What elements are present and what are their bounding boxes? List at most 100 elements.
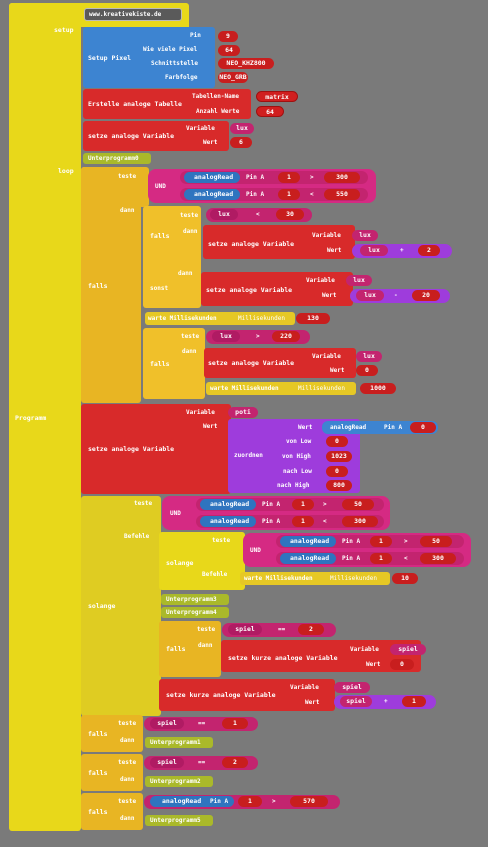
create-table-block[interactable]: [83, 89, 251, 119]
if1-p1[interactable]: 1: [278, 172, 300, 183]
if2-v[interactable]: 30: [276, 209, 304, 220]
if3-val[interactable]: 0: [356, 365, 378, 376]
set-spiel-block[interactable]: [159, 679, 335, 711]
if3-lux[interactable]: lux: [212, 331, 240, 342]
if5-sub[interactable]: [145, 737, 213, 748]
sub0-block[interactable]: [83, 153, 151, 164]
if3-var[interactable]: lux: [356, 351, 382, 362]
if2-var[interactable]: lux: [352, 230, 378, 241]
while2-v1[interactable]: 50: [420, 536, 452, 547]
while1-ar2[interactable]: analogRead: [200, 516, 256, 527]
while1-p2[interactable]: 1: [292, 516, 314, 527]
while1-v2[interactable]: 300: [342, 516, 378, 527]
if1-p2[interactable]: 1: [278, 189, 300, 200]
if3-set-block[interactable]: [204, 348, 356, 378]
sonst-var[interactable]: lux: [346, 275, 372, 286]
sonst-math-lux[interactable]: lux: [356, 290, 384, 301]
while1-block[interactable]: [81, 496, 161, 716]
sonst-set-block[interactable]: [201, 272, 353, 306]
if5-dann-label: dann: [120, 737, 135, 744]
poti-var[interactable]: poti: [228, 407, 258, 418]
if4-block[interactable]: [159, 621, 221, 677]
if1-v1[interactable]: 300: [324, 172, 360, 183]
if5-block[interactable]: [81, 715, 143, 752]
while1-ar1[interactable]: analogRead: [200, 499, 256, 510]
if1-teste-label: teste: [118, 173, 137, 180]
if7-v[interactable]: 570: [290, 796, 328, 807]
wait1-ms[interactable]: 130: [296, 313, 330, 324]
set-poti-block[interactable]: [81, 404, 231, 494]
set-lux-var[interactable]: lux: [230, 123, 254, 134]
if4-spiel[interactable]: spiel: [228, 624, 262, 635]
iface-value[interactable]: NEO_KHZ800: [218, 58, 274, 69]
map-ar-block[interactable]: [322, 421, 438, 434]
while2-p1[interactable]: 1: [370, 536, 392, 547]
set-lux-block[interactable]: [83, 121, 229, 151]
while2-block[interactable]: [159, 532, 245, 590]
if2-math-lux[interactable]: lux: [360, 245, 388, 256]
map-pin[interactable]: 0: [410, 422, 436, 433]
if6-sub[interactable]: [145, 776, 213, 787]
if4-var[interactable]: spiel: [390, 644, 426, 655]
wait2-block[interactable]: [206, 382, 356, 395]
if4-val[interactable]: 0: [390, 659, 414, 670]
program-block[interactable]: [9, 3, 81, 831]
if7-sub-label: Unterprogramm5: [150, 817, 201, 824]
while1-pin1: Pin A: [262, 501, 281, 508]
if7-p[interactable]: 1: [238, 796, 262, 807]
if2-inc[interactable]: 2: [418, 245, 440, 256]
if6-v[interactable]: 2: [222, 757, 248, 768]
if6-spiel[interactable]: spiel: [150, 757, 184, 768]
sonst-dec[interactable]: 20: [412, 290, 440, 301]
map-fl-label: von Low: [286, 438, 312, 445]
set-spiel-math-var[interactable]: spiel: [340, 696, 372, 707]
map-tl[interactable]: 0: [326, 466, 348, 477]
if7-sub[interactable]: [145, 815, 213, 826]
sub3-block[interactable]: [161, 594, 229, 605]
count-value[interactable]: 64: [218, 45, 240, 56]
set-spiel-inc[interactable]: 1: [402, 696, 426, 707]
if4-v[interactable]: 2: [298, 624, 324, 635]
sub4-block[interactable]: [161, 607, 229, 618]
if2-block[interactable]: [143, 206, 201, 308]
wait3-ms[interactable]: 10: [392, 573, 418, 584]
map-fl[interactable]: 0: [326, 436, 348, 447]
set-lux-val[interactable]: 6: [230, 137, 252, 148]
while2-ar1[interactable]: analogRead: [280, 536, 336, 547]
if7-pin: Pin A: [210, 798, 229, 805]
setup-pixel-block[interactable]: [83, 27, 215, 88]
if2-set-block[interactable]: [203, 225, 355, 259]
pin-value[interactable]: 9: [218, 31, 238, 42]
set-spiel-val-label: Wert: [305, 699, 320, 706]
if1-ar2[interactable]: analogRead: [184, 189, 240, 200]
if3-var-label: Variable: [312, 353, 341, 360]
if7-block[interactable]: [81, 793, 143, 830]
map-fh[interactable]: 1023: [326, 451, 352, 462]
if3-v[interactable]: 220: [272, 331, 300, 342]
table-count-value[interactable]: 64: [256, 106, 284, 117]
while2-ar2[interactable]: analogRead: [280, 553, 336, 564]
if2-lux[interactable]: lux: [210, 209, 238, 220]
order-value[interactable]: NEO_GRB: [218, 72, 248, 83]
if2-sonst-label: sonst: [150, 285, 169, 292]
if4-set-block[interactable]: [221, 640, 421, 672]
if5-v[interactable]: 1: [222, 718, 248, 729]
set-spiel-var[interactable]: spiel: [334, 682, 370, 693]
if7-ar[interactable]: analogRead: [150, 796, 234, 807]
while1-p1[interactable]: 1: [292, 499, 314, 510]
wait3-block[interactable]: [240, 572, 390, 585]
if6-block[interactable]: [81, 754, 143, 791]
while2-v2[interactable]: 300: [420, 553, 456, 564]
table-name-value[interactable]: matrix: [256, 91, 298, 102]
while2-p2[interactable]: 1: [370, 553, 392, 564]
if5-spiel[interactable]: spiel: [150, 718, 184, 729]
while1-v1[interactable]: 50: [342, 499, 374, 510]
wait1-block[interactable]: [145, 312, 295, 325]
map-th[interactable]: 800: [326, 480, 352, 491]
if3-block[interactable]: [143, 328, 205, 399]
comment-block[interactable]: [84, 8, 182, 21]
wait2-ms[interactable]: 1000: [360, 383, 396, 394]
if1-v2[interactable]: 550: [324, 189, 360, 200]
sonst-minus: -: [394, 292, 398, 299]
if1-ar1[interactable]: analogRead: [184, 172, 240, 183]
